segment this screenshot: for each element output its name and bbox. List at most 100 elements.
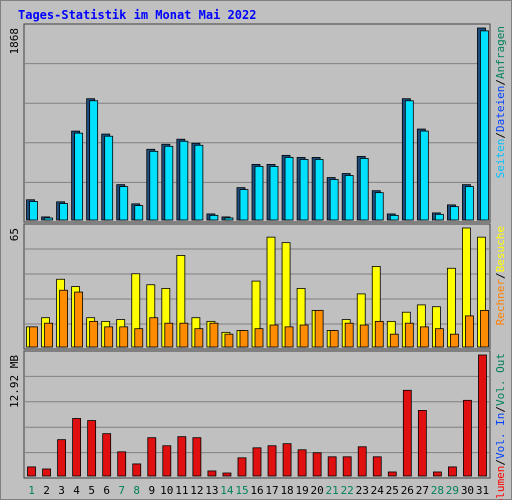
x-tick-label: 15 [235, 484, 248, 497]
bar [179, 322, 189, 348]
bar [117, 451, 127, 477]
x-tick-label: 29 [446, 484, 459, 497]
bar [465, 315, 474, 348]
x-tick-label: 24 [371, 484, 385, 497]
bar [465, 186, 474, 221]
bar [164, 145, 174, 221]
bar [374, 320, 384, 348]
bar [209, 322, 219, 348]
bar [480, 309, 489, 348]
y-max-label: 1868 [8, 28, 21, 55]
bar [448, 466, 457, 477]
bar [299, 159, 309, 221]
bar [179, 140, 189, 221]
bar [254, 166, 264, 221]
bar [480, 30, 489, 221]
legend-entry: Anfragen [494, 26, 507, 79]
bar [177, 436, 187, 477]
x-tick-label: 22 [341, 484, 354, 497]
y-max-label: 12.92 MB [8, 355, 21, 408]
x-tick-label: 23 [356, 484, 369, 497]
bar [269, 324, 279, 348]
x-tick-label: 16 [250, 484, 263, 497]
legend-separator: / [494, 406, 507, 413]
bar [478, 354, 487, 477]
bar [224, 333, 234, 348]
bar [29, 201, 38, 221]
x-tick-label: 30 [461, 484, 474, 497]
bar [119, 326, 129, 348]
legend-entry: Vol. Out [494, 353, 507, 406]
x-tick-label: 3 [58, 484, 65, 497]
bar [222, 472, 232, 477]
bar [344, 322, 354, 348]
bar [102, 433, 112, 477]
x-tick-label: 9 [148, 484, 155, 497]
bar [44, 322, 53, 348]
x-tick-label: 7 [118, 484, 125, 497]
bar [389, 214, 399, 221]
bar [72, 418, 82, 477]
x-tick-label: 18 [280, 484, 293, 497]
x-tick-label: 27 [416, 484, 429, 497]
bar [237, 457, 247, 477]
bar [252, 447, 262, 477]
bar [162, 445, 172, 477]
bar [434, 213, 444, 221]
bar [164, 322, 174, 348]
y-max-label: 65 [8, 228, 21, 241]
legend-entry: Seiten [494, 139, 507, 179]
legend: Volumen/Vol. In/Vol. Out [494, 353, 507, 500]
bar [119, 186, 129, 221]
bar [419, 130, 429, 221]
bar [29, 326, 38, 348]
bar [357, 446, 367, 477]
x-tick-label: 11 [175, 484, 188, 497]
bar [344, 175, 354, 221]
x-tick-label: 6 [103, 484, 110, 497]
legend-entry: Besuche [494, 226, 507, 272]
bar [299, 324, 309, 348]
bar [87, 420, 97, 477]
bar [432, 471, 442, 477]
bar [387, 471, 397, 477]
bar [104, 135, 114, 221]
bar [404, 100, 414, 221]
legend-separator: / [494, 79, 507, 86]
x-tick-label: 4 [73, 484, 80, 497]
x-tick-label: 1 [28, 484, 35, 497]
x-tick-label: 19 [295, 484, 308, 497]
bar [147, 437, 157, 477]
legend-entry: Dateien [494, 86, 507, 132]
x-tick-label: 31 [476, 484, 489, 497]
x-tick-label: 28 [431, 484, 444, 497]
bar [254, 328, 264, 348]
bar [314, 159, 324, 221]
x-tick-label: 12 [190, 484, 203, 497]
bar [89, 320, 99, 348]
bar [209, 214, 219, 221]
bar [74, 132, 84, 221]
bar [284, 157, 294, 221]
legend-separator: / [494, 459, 507, 466]
legend-entry: Volumen [494, 466, 507, 500]
bar [402, 389, 412, 477]
bar [372, 456, 382, 477]
bar [192, 437, 202, 477]
bar [312, 452, 322, 477]
bar [374, 192, 384, 221]
legend-entry: Vol. In [494, 413, 507, 459]
x-tick-label: 21 [326, 484, 339, 497]
legend-entry: Rechner [494, 279, 507, 326]
x-tick-label: 2 [43, 484, 50, 497]
bar [419, 326, 429, 348]
bar [463, 399, 472, 477]
bar [327, 456, 337, 477]
bar [359, 158, 369, 221]
bar [89, 100, 99, 221]
bar [57, 439, 66, 477]
bar [284, 326, 294, 348]
bar [239, 330, 249, 348]
bar [207, 470, 217, 477]
